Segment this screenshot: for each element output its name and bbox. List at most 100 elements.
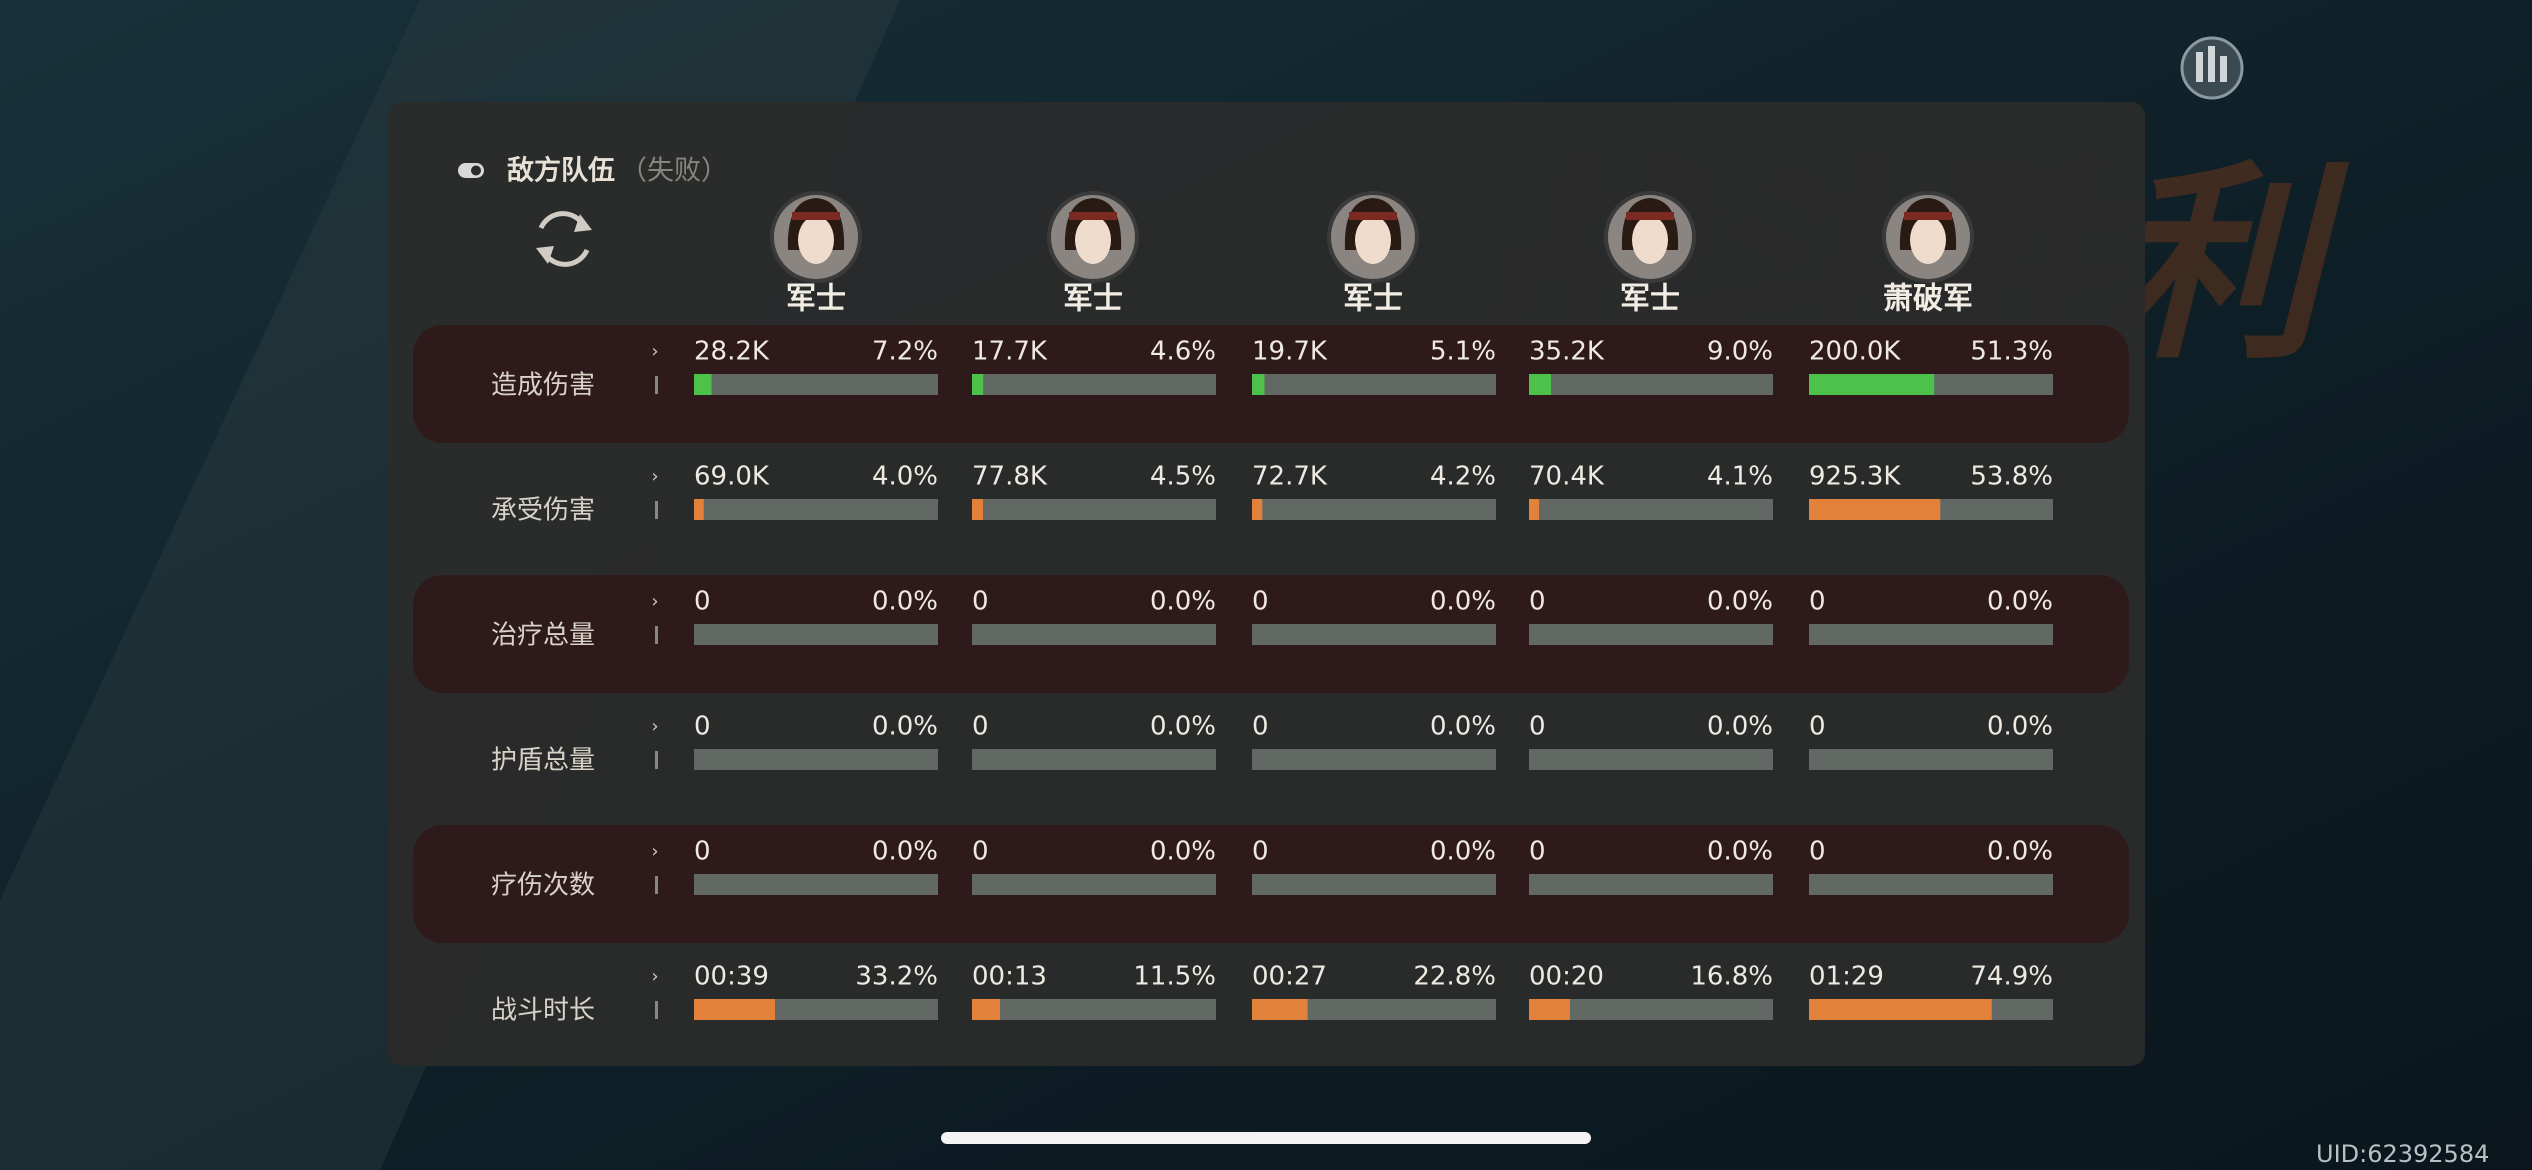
bar bbox=[1529, 374, 1551, 395]
cell-value: 0 bbox=[1529, 587, 1546, 617]
uid: UID:62392584 bbox=[2316, 1140, 2489, 1168]
avatar-face bbox=[798, 216, 834, 264]
player-name: 军士 bbox=[1620, 282, 1680, 317]
row-marker: › bbox=[651, 841, 658, 862]
row-divider bbox=[655, 376, 658, 394]
bar-track bbox=[1529, 624, 1773, 645]
cell-share: 4.0% bbox=[872, 462, 938, 492]
cell-value: 0 bbox=[1252, 712, 1269, 742]
cell-value: 0 bbox=[1809, 712, 1826, 742]
bar bbox=[694, 999, 776, 1020]
avatar-face bbox=[1075, 216, 1111, 264]
bar bbox=[1252, 374, 1265, 395]
cell-value: 77.8K bbox=[972, 462, 1048, 492]
row-label: 护盾总量 bbox=[491, 746, 595, 776]
player-name: 军士 bbox=[786, 282, 846, 317]
bar bbox=[1809, 374, 1935, 395]
bar-track bbox=[1529, 499, 1773, 520]
bar-track bbox=[694, 374, 938, 395]
bar-track bbox=[694, 749, 938, 770]
cell-share: 0.0% bbox=[872, 837, 938, 867]
bar bbox=[1252, 499, 1263, 520]
cell-share: 7.2% bbox=[872, 337, 938, 367]
avatar-face bbox=[1632, 216, 1668, 264]
cell-share: 4.5% bbox=[1150, 462, 1216, 492]
cell-value: 0 bbox=[1252, 587, 1269, 617]
bar-track bbox=[1809, 749, 2053, 770]
cell-value: 00:39 bbox=[694, 962, 769, 992]
cell-value: 00:13 bbox=[972, 962, 1047, 992]
cell-share: 4.1% bbox=[1707, 462, 1773, 492]
toggle-knob bbox=[471, 165, 481, 176]
cell-value: 01:29 bbox=[1809, 962, 1884, 992]
refresh-arrow bbox=[574, 214, 592, 232]
refresh-button[interactable] bbox=[536, 211, 592, 267]
cell-share: 0.0% bbox=[1987, 837, 2053, 867]
cell-share: 51.3% bbox=[1970, 337, 2053, 367]
player-name: 军士 bbox=[1063, 282, 1123, 317]
cell-share: 16.8% bbox=[1690, 962, 1773, 992]
bar-track bbox=[972, 499, 1216, 520]
cell-share: 74.9% bbox=[1970, 962, 2053, 992]
cell-share: 0.0% bbox=[1987, 587, 2053, 617]
cell-share: 0.0% bbox=[1150, 837, 1216, 867]
cell-value: 0 bbox=[694, 712, 711, 742]
cell-value: 0 bbox=[694, 837, 711, 867]
cell-value: 69.0K bbox=[694, 462, 770, 492]
team-status: （失败） bbox=[620, 156, 728, 187]
bar-track bbox=[694, 499, 938, 520]
cell-share: 53.8% bbox=[1970, 462, 2053, 492]
row-marker: › bbox=[651, 591, 658, 612]
stats-button[interactable] bbox=[2180, 36, 2244, 100]
cell-value: 00:27 bbox=[1252, 962, 1327, 992]
cell-share: 0.0% bbox=[872, 587, 938, 617]
cell-share: 0.0% bbox=[1150, 712, 1216, 742]
cell-value: 0 bbox=[972, 587, 989, 617]
player-name: 萧破军 bbox=[1883, 282, 1973, 317]
row-divider bbox=[655, 626, 658, 644]
stats-icon-bar bbox=[2220, 56, 2227, 82]
avatar-headband bbox=[1349, 212, 1397, 220]
bar-track bbox=[1809, 624, 2053, 645]
cell-share: 0.0% bbox=[1707, 587, 1773, 617]
row-divider bbox=[655, 1001, 658, 1019]
bar-track bbox=[1529, 874, 1773, 895]
bar-track bbox=[1252, 874, 1496, 895]
row-divider bbox=[655, 751, 658, 769]
cell-share: 0.0% bbox=[1707, 837, 1773, 867]
avatar-headband bbox=[792, 212, 840, 220]
avatar-headband bbox=[1626, 212, 1674, 220]
avatar-headband bbox=[1069, 212, 1117, 220]
cell-value: 28.2K bbox=[694, 337, 770, 367]
bar bbox=[694, 499, 704, 520]
bar bbox=[694, 374, 712, 395]
row-marker: › bbox=[651, 466, 658, 487]
row-marker: › bbox=[651, 716, 658, 737]
row-divider bbox=[655, 501, 658, 519]
cell-value: 17.7K bbox=[972, 337, 1048, 367]
row-label: 战斗时长 bbox=[491, 996, 595, 1026]
bar-track bbox=[1529, 999, 1773, 1020]
row-divider bbox=[655, 876, 658, 894]
avatar-face bbox=[1355, 216, 1391, 264]
cell-share: 0.0% bbox=[1430, 587, 1496, 617]
cell-value: 35.2K bbox=[1529, 337, 1605, 367]
row-label: 治疗总量 bbox=[491, 621, 595, 651]
bar-track bbox=[1529, 749, 1773, 770]
bar-track bbox=[694, 874, 938, 895]
cell-value: 00:20 bbox=[1529, 962, 1604, 992]
row-marker: › bbox=[651, 341, 658, 362]
bar-track bbox=[1252, 749, 1496, 770]
stats-icon-bar bbox=[2208, 46, 2215, 82]
cell-value: 200.0K bbox=[1809, 337, 1901, 367]
cell-share: 5.1% bbox=[1430, 337, 1496, 367]
cell-share: 0.0% bbox=[1430, 837, 1496, 867]
bar-track bbox=[972, 874, 1216, 895]
bar bbox=[1809, 499, 1941, 520]
cell-value: 0 bbox=[1252, 837, 1269, 867]
row-label: 承受伤害 bbox=[491, 496, 595, 526]
bar bbox=[972, 999, 1001, 1020]
row-label: 疗伤次数 bbox=[491, 871, 595, 901]
player-name: 军士 bbox=[1343, 282, 1403, 317]
cell-value: 0 bbox=[1809, 837, 1826, 867]
